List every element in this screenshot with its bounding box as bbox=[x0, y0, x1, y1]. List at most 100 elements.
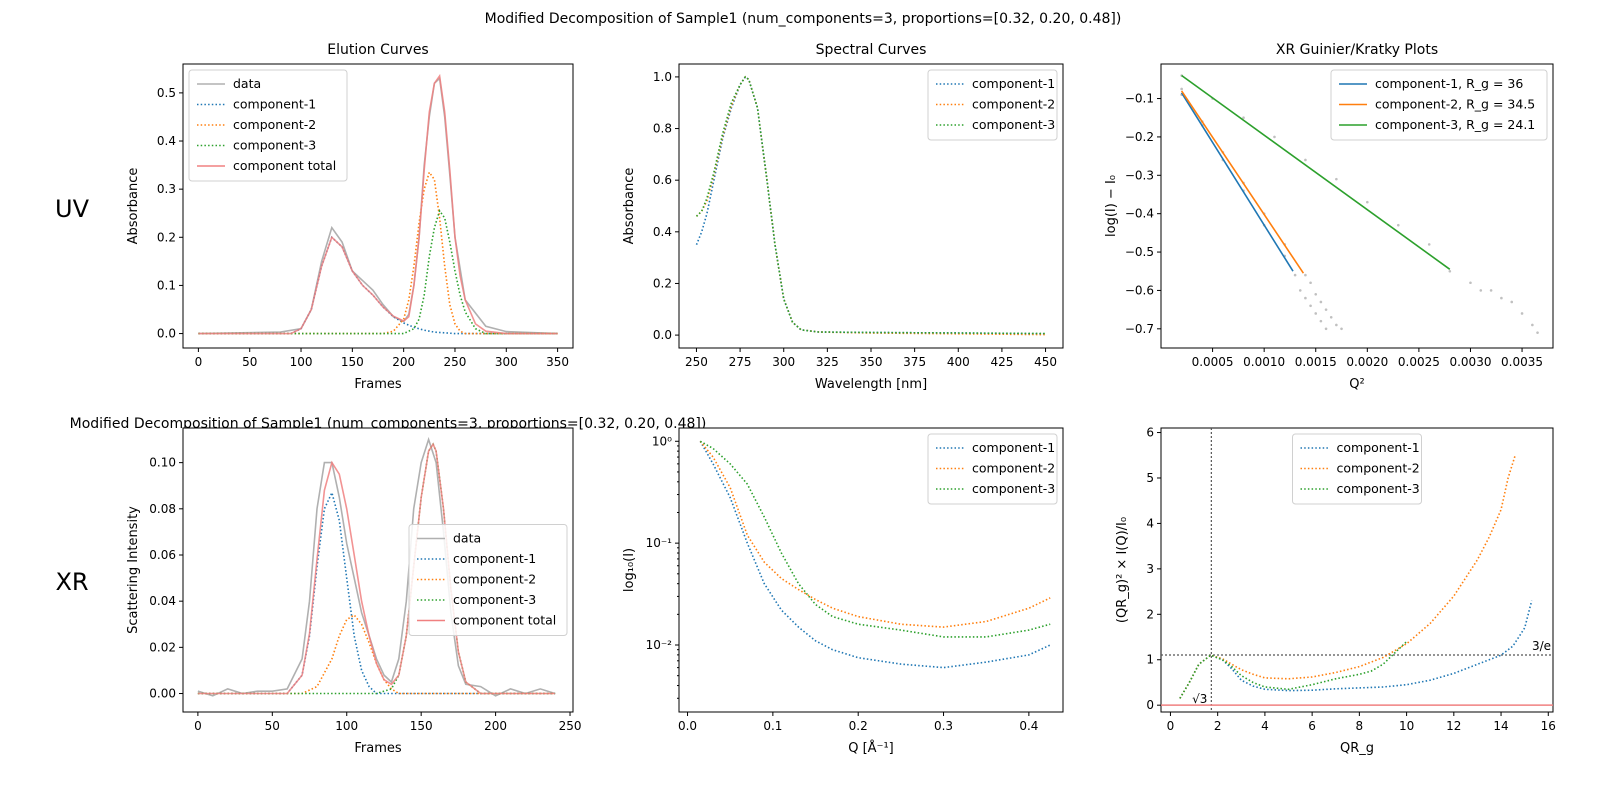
xr-log-ytick-label: 10⁻¹ bbox=[646, 536, 673, 550]
uv-elution-series-component-2 bbox=[198, 170, 558, 335]
xr-guinier-xtick-label: 0.0030 bbox=[1449, 355, 1491, 369]
xr-kratky-xlabel: QR_g bbox=[1340, 741, 1374, 756]
uv-spectral-ytick-label: 0.8 bbox=[653, 122, 672, 136]
xr-log-xtick-label: 0.0 bbox=[678, 719, 697, 733]
xr-guinier-scatter-point bbox=[1314, 312, 1318, 315]
uv-spectral-xtick-label: 275 bbox=[729, 355, 752, 369]
xr-log-ytick-label: 10⁰ bbox=[652, 434, 672, 448]
xr-elution-legend-label: component-2 bbox=[453, 572, 536, 587]
uv-spectral-ytick-label: 0.2 bbox=[653, 276, 672, 290]
xr-guinier-ylabel: log(I) − I₀ bbox=[1104, 175, 1119, 237]
xr-kratky-xtick-label: 2 bbox=[1214, 719, 1222, 733]
xr-kratky-xtick-label: 8 bbox=[1356, 719, 1364, 733]
xr-guinier-scatter-point bbox=[1298, 289, 1302, 292]
xr-elution-ytick-label: 0.04 bbox=[149, 594, 176, 608]
uv-spectral-plot-area bbox=[695, 75, 1046, 336]
xr-kratky-legend-box bbox=[1292, 433, 1422, 505]
uv-elution-ytick-label: 0.4 bbox=[157, 134, 176, 148]
xr-elution-xtick-label: 0 bbox=[194, 719, 202, 733]
uv-elution-ytick-label: 0.3 bbox=[157, 182, 176, 196]
xr-elution-ytick-label: 0.06 bbox=[149, 548, 176, 562]
xr-guinier-scatter-point bbox=[1324, 327, 1328, 331]
xr-guinier-scatter-point bbox=[1489, 289, 1493, 292]
xr-log-xtick-label: 0.4 bbox=[1019, 719, 1038, 733]
xr-kratky-ytick-label: 1 bbox=[1146, 653, 1154, 667]
xr-guinier-scatter-point bbox=[1304, 273, 1307, 277]
xr-guinier-series-component-2 bbox=[1180, 90, 1305, 274]
uv-elution-legend: data component-1 component-2 component-3 com… bbox=[188, 69, 348, 182]
uv-elution-xtick-label: 250 bbox=[444, 355, 467, 369]
uv-spectral-legend: component-1 component-2 component-3 bbox=[927, 69, 1058, 141]
uv-elution-xtick-label: 200 bbox=[392, 355, 415, 369]
xr-guinier-scatter-point bbox=[1479, 289, 1483, 292]
uv-spectral-ytick-label: 0.6 bbox=[653, 173, 672, 187]
uv-spectral-legend-box bbox=[927, 69, 1058, 141]
xr-kratky-vline-label: √3 bbox=[1192, 692, 1207, 706]
xr-guinier-legend-label: component-1, R_g = 36 bbox=[1375, 76, 1523, 91]
xr-guinier-scatter-point bbox=[1335, 323, 1338, 327]
uv-spectral-series-component-3 bbox=[695, 75, 1046, 335]
xr-elution-ytick-label: 0.00 bbox=[149, 687, 176, 701]
xr-log-xlabel: Q [Å⁻¹] bbox=[848, 740, 893, 756]
xr-kratky-ytick-label: 5 bbox=[1146, 471, 1154, 485]
xr-elution-xtick-label: 200 bbox=[484, 719, 507, 733]
row-label-xr: XR bbox=[55, 568, 88, 596]
uv-elution-xtick-label: 150 bbox=[341, 355, 364, 369]
xr-kratky-legend: component-1 component-2 component-3 bbox=[1292, 433, 1422, 505]
uv-elution-ytick-label: 0.1 bbox=[157, 278, 176, 292]
xr-guinier-scatter-point bbox=[1273, 135, 1276, 139]
uv-elution-xtick-label: 300 bbox=[495, 355, 518, 369]
xr-guinier-scatter-point bbox=[1520, 312, 1524, 315]
uv-spectral-xtick-label: 300 bbox=[772, 355, 795, 369]
xr-log-panel: 0.0 0.1 0.2 0.3 0.4 10⁻² 10⁻¹ 10⁰ Q [Å⁻¹] log₁₀(I… bbox=[622, 427, 1064, 756]
uv-spectral-legend-label: component-1 bbox=[972, 76, 1055, 91]
uv-elution-legend-label: data bbox=[233, 76, 261, 91]
xr-guinier-scatter-point bbox=[1242, 116, 1245, 120]
xr-guinier-series-component-1 bbox=[1180, 92, 1294, 272]
xr-guinier-legend-box bbox=[1330, 69, 1548, 141]
xr-guinier-xtick-label: 0.0015 bbox=[1295, 355, 1337, 369]
xr-kratky-legend-label: component-1 bbox=[1337, 440, 1420, 455]
uv-elution-legend-label: component-2 bbox=[233, 117, 316, 132]
uv-elution-ylabel: Absorbance bbox=[126, 168, 141, 245]
xr-guinier-scatter-point bbox=[1304, 296, 1307, 300]
xr-kratky-xtick-label: 12 bbox=[1446, 719, 1461, 733]
xr-guinier-scatter-point bbox=[1396, 223, 1400, 227]
xr-guinier-scatter-point bbox=[1366, 200, 1369, 204]
xr-guinier-scatter-point bbox=[1309, 281, 1312, 285]
xr-elution-legend-box bbox=[408, 524, 568, 636]
figure-suptitle: Modified Decomposition of Sample1 (num_c… bbox=[485, 11, 1122, 27]
xr-guinier-scatter-point bbox=[1324, 308, 1328, 311]
uv-spectral-ylabel: Absorbance bbox=[622, 168, 637, 245]
uv-elution-ytick-label: 0.0 bbox=[157, 327, 176, 341]
xr-elution-legend: data component-1 component-2 component-3 com… bbox=[408, 524, 568, 636]
uv-elution-ytick-label: 0.2 bbox=[157, 230, 176, 244]
xr-elution-legend-label: data bbox=[453, 531, 481, 546]
xr-kratky-xtick-label: 4 bbox=[1261, 719, 1269, 733]
uv-spectral-xtick-label: 400 bbox=[947, 355, 970, 369]
xr-guinier-plot-area bbox=[1180, 74, 1539, 334]
xr-elution-ytick-label: 0.08 bbox=[149, 502, 176, 516]
xr-guinier-ytick-label: −0.1 bbox=[1125, 92, 1154, 106]
row-label-uv: UV bbox=[55, 195, 90, 223]
xr-guinier-legend: component-1, R_g = 36 component-2, R_g = … bbox=[1330, 69, 1548, 141]
xr-guinier-xtick-label: 0.0005 bbox=[1192, 355, 1234, 369]
uv-elution-xtick-label: 50 bbox=[242, 355, 257, 369]
xr-guinier-ytick-label: −0.4 bbox=[1125, 207, 1154, 221]
xr-log-ylabel: log₁₀(I) bbox=[622, 548, 637, 592]
xr-elution-legend-label: component total bbox=[453, 613, 556, 628]
xr-guinier-ytick-label: −0.2 bbox=[1125, 130, 1154, 144]
xr-log-legend-label: component-1 bbox=[972, 440, 1055, 455]
xr-kratky-ytick-label: 6 bbox=[1146, 426, 1154, 440]
xr-kratky-xtick-label: 10 bbox=[1399, 719, 1414, 733]
uv-elution-xtick-label: 350 bbox=[546, 355, 569, 369]
xr-elution-legend-label: component-1 bbox=[453, 551, 536, 566]
uv-elution-plot-area bbox=[198, 73, 558, 335]
uv-spectral-xtick-label: 350 bbox=[860, 355, 883, 369]
xr-elution-xtick-label: 100 bbox=[335, 719, 358, 733]
uv-elution-xtick-label: 100 bbox=[290, 355, 313, 369]
xr-guinier-scatter-point bbox=[1329, 315, 1333, 319]
xr-guinier-scatter-point bbox=[1309, 304, 1312, 308]
xr-elution-panel: 0 50 100 150 200 250 0.00 0.02 0.04 0.06 0.08 0.10 F… bbox=[126, 427, 581, 756]
